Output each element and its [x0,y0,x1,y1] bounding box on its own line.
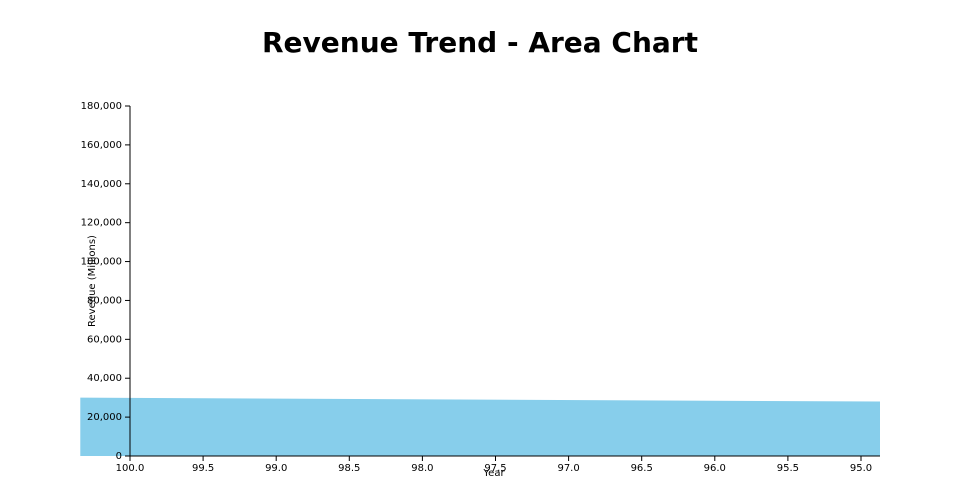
plot-area [80,397,880,456]
x-tick-label: 99.0 [265,463,287,474]
y-tick-label: 0 [116,451,122,462]
y-axis-label: Revenue (Millions) [87,235,98,327]
y-tick-label: 60,000 [87,334,122,345]
x-tick-label: 95.0 [850,463,872,474]
y-tick-label: 20,000 [87,412,122,423]
y-tick-label: 180,000 [81,101,122,112]
x-tick-label: 98.0 [411,463,433,474]
y-tick-label: 140,000 [81,179,122,190]
x-tick-label: 96.5 [631,463,653,474]
x-tick-label: 95.5 [777,463,799,474]
x-tick-label: 99.5 [192,463,214,474]
y-tick-label: 80,000 [87,295,122,306]
chart-title: Revenue Trend - Area Chart [262,26,698,59]
area [80,397,880,456]
x-tick-label: 97.5 [484,463,506,474]
y-tick-label: 100,000 [81,257,122,268]
y-tick-label: 160,000 [81,140,122,151]
x-tick-label: 97.0 [557,463,579,474]
y-tick-label: 120,000 [81,218,122,229]
x-tick-label: 98.5 [338,463,360,474]
x-tick-label: 96.0 [704,463,726,474]
x-axis-label: Year [482,468,505,479]
y-tick-label: 40,000 [87,373,122,384]
x-tick-label: 100.0 [116,463,145,474]
